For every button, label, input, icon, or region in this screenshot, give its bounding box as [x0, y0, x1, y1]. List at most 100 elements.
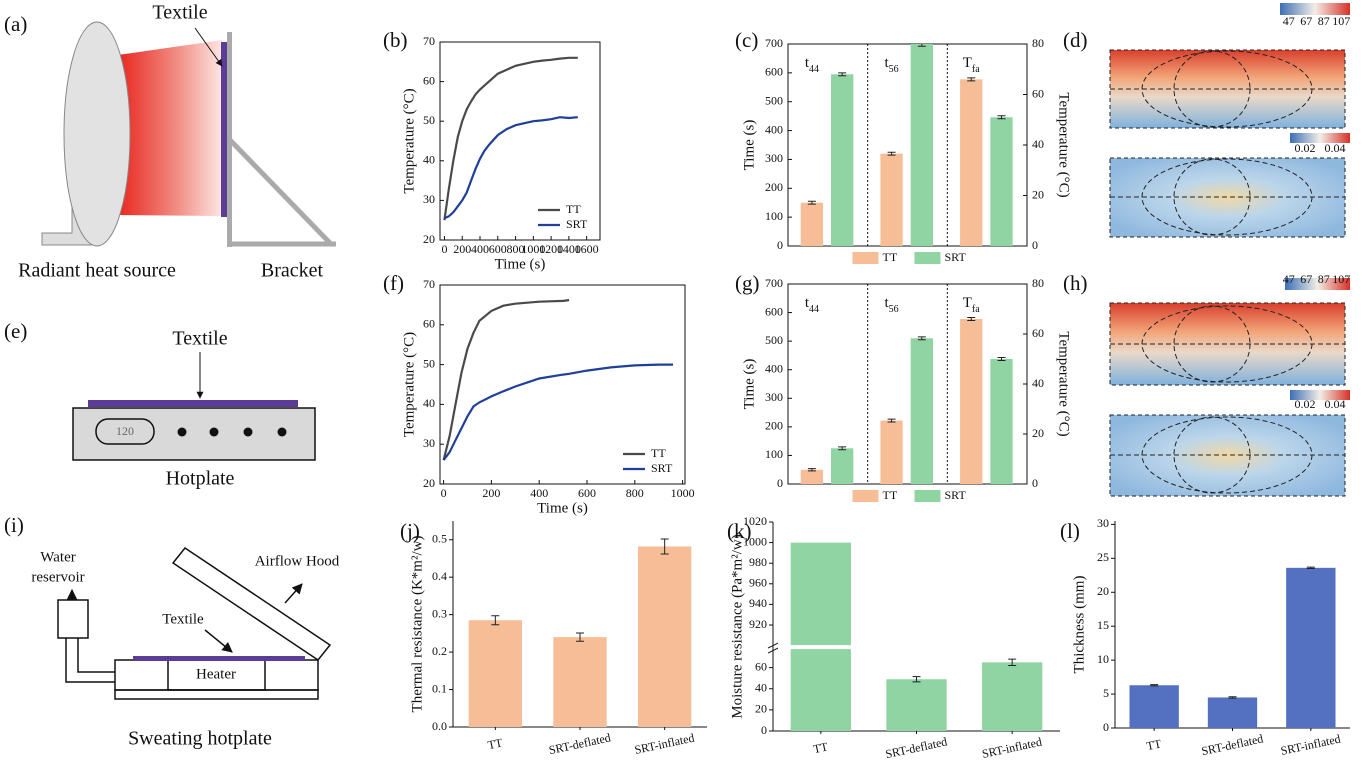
- error-bar: [838, 72, 847, 77]
- arrow: [204, 629, 233, 653]
- legend-label: TT: [883, 488, 898, 502]
- x-tick-label: 1000: [521, 242, 545, 256]
- colorbar-label: 0.02: [1295, 397, 1316, 411]
- y-tick-label: 50: [423, 356, 435, 370]
- colorbar-label: 0.02: [1295, 141, 1316, 155]
- label: Textile: [172, 328, 227, 350]
- y-tick-label: 500: [765, 333, 783, 347]
- y-tick-label: 40: [423, 153, 435, 167]
- bar: [960, 79, 983, 246]
- y-tick-label: 70: [423, 277, 435, 291]
- colorbar-label: 47: [1283, 272, 1295, 286]
- reservoir: [57, 599, 89, 639]
- y-tick-label: 30: [423, 192, 435, 206]
- axis-title: Thermal resistance (K*m²/w): [409, 536, 425, 713]
- y-tick-label: 0: [1103, 720, 1109, 734]
- series-line: [443, 116, 578, 220]
- axis-title: Temperature (°C): [1056, 331, 1072, 436]
- plot-frame: [439, 284, 686, 485]
- break-mark: [767, 642, 779, 654]
- error-bar: [1228, 696, 1237, 699]
- y-tick-label: 100: [765, 209, 783, 223]
- y-tick-label: 0.5: [432, 531, 447, 545]
- error-bar: [660, 538, 669, 555]
- bar: [1129, 685, 1179, 728]
- y-tick-label: 20: [1032, 187, 1044, 201]
- bar: [800, 469, 824, 484]
- y-tick-label: 1020: [743, 514, 767, 528]
- colorbar-label: 107: [1332, 272, 1350, 286]
- text-subscript: 56: [889, 304, 899, 315]
- y-tick-label: 60: [1032, 86, 1044, 100]
- axis-title: Time (s): [537, 500, 588, 516]
- y-tick-label: 60: [1032, 326, 1044, 340]
- y-tick-label: 1000: [743, 534, 767, 548]
- base: [114, 689, 319, 700]
- series-line: [443, 56, 578, 221]
- panel-label: (d): [1063, 28, 1088, 52]
- textile: [133, 656, 305, 661]
- panel-label: (l): [1060, 519, 1080, 543]
- x-tick-label: SRT-inflated: [981, 735, 1043, 761]
- y-tick-label: 50: [423, 113, 435, 127]
- panel-label: (h): [1063, 271, 1088, 295]
- panel-label: (i): [4, 513, 24, 537]
- bar: [990, 359, 1013, 484]
- y-tick-label: 0: [1032, 476, 1038, 490]
- heat-source: [63, 21, 131, 247]
- plot-frame: [439, 41, 601, 241]
- legend-swatch: [852, 490, 879, 502]
- y-tick-label: 700: [765, 36, 783, 50]
- error-bar: [967, 77, 976, 82]
- axis-title: Time (s): [495, 256, 546, 272]
- error-bar: [917, 336, 926, 341]
- panel-label: (g): [735, 271, 760, 295]
- y-tick-label: 80: [1032, 276, 1044, 290]
- knob: [277, 427, 287, 437]
- category-label: Tfa: [963, 55, 981, 74]
- x-tick-label: 400: [530, 486, 548, 500]
- x-tick-label: 400: [471, 242, 489, 256]
- error-bar: [1008, 658, 1017, 667]
- text-main: t: [805, 55, 810, 71]
- x-tick-label: 200: [453, 242, 471, 256]
- y-tick-label: 30: [423, 436, 435, 450]
- bar: [990, 117, 1013, 246]
- x-tick-label: SRT-deflated: [1200, 731, 1264, 758]
- x-tick-label: 0: [441, 486, 447, 500]
- colorbar-label: 67: [1300, 272, 1312, 286]
- panel-label: (e): [4, 319, 27, 343]
- hood: [171, 546, 332, 662]
- simulation-d: (d): [1063, 3, 1350, 238]
- bracket: [227, 32, 232, 247]
- bar: [1286, 567, 1336, 728]
- axis-title: Thickness (mm): [1071, 576, 1087, 674]
- legend-label: TT: [651, 446, 666, 460]
- bar: [468, 620, 523, 727]
- error-bar: [887, 418, 896, 423]
- colorbar: [1285, 278, 1350, 290]
- error-bar: [1150, 684, 1159, 687]
- label: Radiant heat source: [18, 260, 176, 282]
- legend-swatch: [914, 490, 941, 502]
- y-tick-label: 5: [1103, 686, 1109, 700]
- error-bar: [887, 151, 896, 156]
- y-tick-label: 40: [1032, 376, 1044, 390]
- y-tick-label: 60: [423, 317, 435, 331]
- x-tick-label: SRT-deflated: [548, 730, 612, 757]
- axis-title: Temperature (°C): [1056, 92, 1072, 197]
- panel-label: (a): [4, 12, 27, 36]
- text-subscript: fa: [972, 64, 980, 75]
- text-subscript: 44: [809, 304, 819, 315]
- panel-label: (b): [383, 28, 408, 52]
- panel-label: (j): [400, 519, 420, 543]
- colorbar-label: 67: [1300, 14, 1312, 28]
- error-bar: [807, 468, 816, 472]
- y-tick-label: 300: [765, 151, 783, 165]
- text-main: t: [884, 295, 889, 311]
- bar: [982, 662, 1043, 731]
- simulation-h: (h): [1063, 271, 1350, 497]
- label: Sweating hotplate: [128, 728, 272, 750]
- y-tick-label: 20: [423, 232, 435, 246]
